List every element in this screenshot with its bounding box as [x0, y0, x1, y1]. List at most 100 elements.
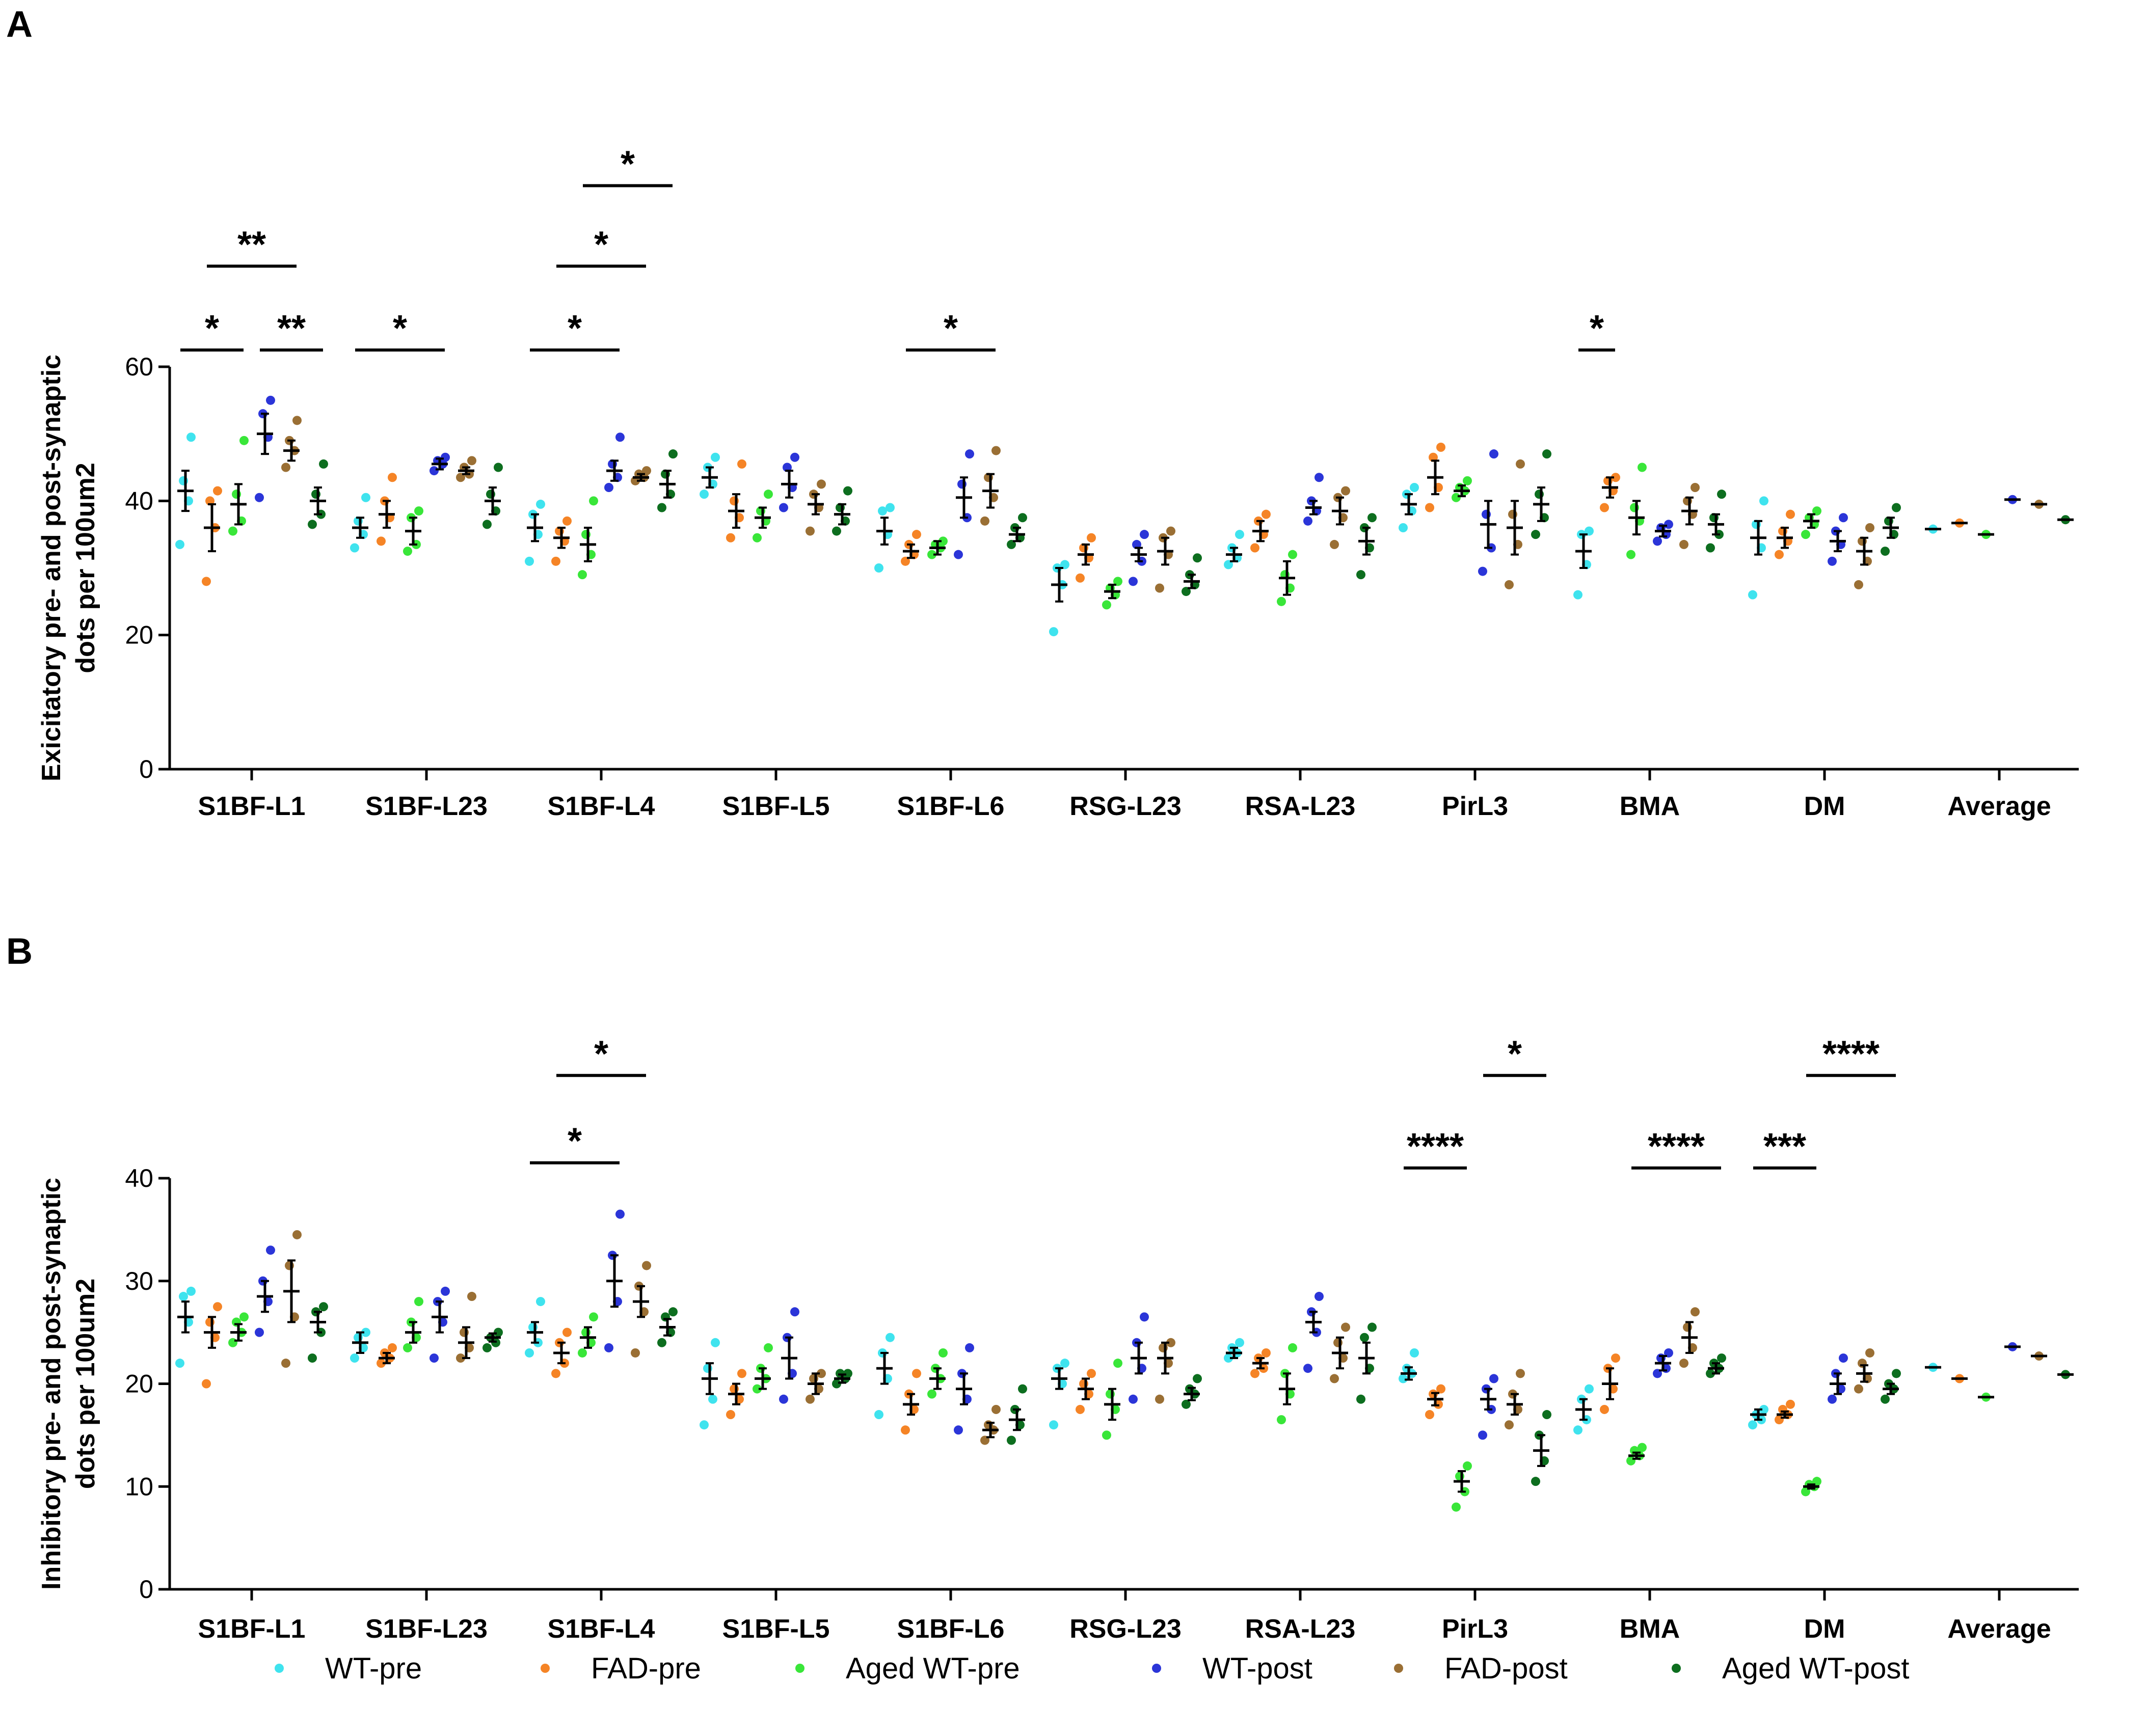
data-point: [377, 536, 386, 546]
data-point: [1132, 539, 1141, 549]
data-point: [1839, 1353, 1848, 1363]
data-point: [202, 1379, 211, 1389]
data-point: [239, 436, 249, 445]
data-point: [604, 483, 613, 492]
data-point: [430, 1353, 439, 1363]
category-label: RSA-L23: [1245, 1614, 1356, 1644]
data-point: [1516, 1369, 1525, 1378]
data-point: [615, 432, 625, 442]
category-label: S1BF-L6: [897, 1614, 1005, 1644]
data-point: [186, 1286, 196, 1296]
significance-marker: *: [180, 308, 244, 352]
data-point: [1356, 570, 1365, 580]
data-point: [1585, 1384, 1594, 1394]
category-label: S1BF-L1: [198, 1614, 306, 1644]
significance-marker: *: [530, 1121, 620, 1164]
data-point: [980, 516, 989, 526]
data-point: [843, 1369, 852, 1378]
significance-label: *: [944, 308, 958, 349]
significance-label: *: [568, 1121, 582, 1162]
data-point: [1828, 556, 1837, 566]
data-point: [1759, 496, 1768, 506]
data-point: [1060, 560, 1069, 569]
data-point: [753, 1384, 762, 1394]
data-point: [255, 493, 264, 502]
data-point: [536, 1297, 545, 1307]
data-point: [726, 1410, 735, 1420]
data-point: [1113, 577, 1122, 586]
data-point: [783, 463, 792, 472]
data-point: [790, 452, 799, 462]
data-point: [1277, 596, 1286, 606]
significance-marker: ***: [1753, 1126, 1816, 1170]
significance-label: ****: [1822, 1034, 1880, 1074]
y-tick-label: 40: [125, 486, 153, 515]
significance-marker: ****: [1404, 1126, 1467, 1170]
data-point: [832, 1379, 841, 1389]
data-point: [1505, 580, 1514, 589]
data-point: [1330, 539, 1339, 549]
data-point: [1076, 1404, 1085, 1414]
data-point: [1854, 580, 1863, 589]
significance-marker: *: [355, 308, 445, 352]
legend-label: FAD-post: [1444, 1652, 1568, 1685]
data-point: [175, 1359, 184, 1368]
data-point: [1865, 1348, 1874, 1358]
data-point: [525, 556, 534, 566]
panel-b: B 0 10 20 30 40 Inhibitory pre- and post-syna…: [6, 931, 2079, 1644]
data-point: [228, 1338, 237, 1347]
data-point: [817, 479, 826, 489]
significance-marker: *: [1578, 308, 1615, 352]
data-point: [1691, 483, 1700, 492]
data-point: [578, 570, 587, 580]
category-label: PirL3: [1442, 1614, 1508, 1644]
data-point: [551, 1369, 560, 1378]
significance-label: *: [621, 144, 635, 185]
data-point: [456, 1353, 465, 1363]
data-point: [1315, 1292, 1324, 1301]
category-label: BMA: [1620, 1614, 1680, 1644]
significance-marker: **: [260, 308, 323, 352]
category-label: S1BF-L6: [897, 792, 1005, 821]
data-point: [589, 1312, 598, 1322]
data-point: [1193, 1374, 1202, 1384]
data-point: [1360, 1333, 1369, 1342]
data-point: [1489, 449, 1498, 459]
data-point: [589, 496, 598, 506]
data-point: [562, 1327, 572, 1337]
data-point: [642, 466, 651, 476]
data-point: [832, 526, 841, 536]
y-tick-label: 10: [125, 1472, 153, 1501]
data-point: [878, 506, 887, 516]
legend-item: WT-post: [1152, 1652, 1312, 1685]
y-tick-label: 20: [125, 1370, 153, 1398]
data-point: [255, 1327, 264, 1337]
data-point: [1892, 1369, 1901, 1378]
data-point: [1531, 1477, 1540, 1486]
data-point: [1250, 1369, 1259, 1378]
legend-marker: [275, 1664, 284, 1673]
data-point: [711, 1338, 720, 1347]
data-point: [726, 533, 735, 542]
data-point: [708, 1394, 717, 1404]
data-point: [1166, 1338, 1175, 1347]
legend-marker: [1672, 1664, 1681, 1673]
data-point: [388, 473, 397, 482]
data-point: [1140, 530, 1149, 539]
data-point: [843, 486, 852, 496]
legend-item: FAD-post: [1394, 1652, 1568, 1685]
data-point: [779, 503, 788, 512]
data-point: [1600, 1404, 1609, 1414]
data-point: [494, 463, 503, 472]
data-point: [1542, 1410, 1551, 1420]
data-point: [901, 1425, 910, 1435]
legend: WT-pre FAD-pre Aged WT-pre WT-post FAD-post A…: [275, 1652, 1909, 1685]
series-wt-post: [255, 395, 2021, 586]
category-label: S1BF-L1: [198, 792, 306, 821]
data-point: [901, 556, 910, 566]
data-point: [886, 503, 895, 512]
data-point: [1155, 1394, 1164, 1404]
data-point: [1399, 1374, 1408, 1384]
data-point: [1330, 1374, 1339, 1384]
data-point: [1706, 1369, 1715, 1378]
